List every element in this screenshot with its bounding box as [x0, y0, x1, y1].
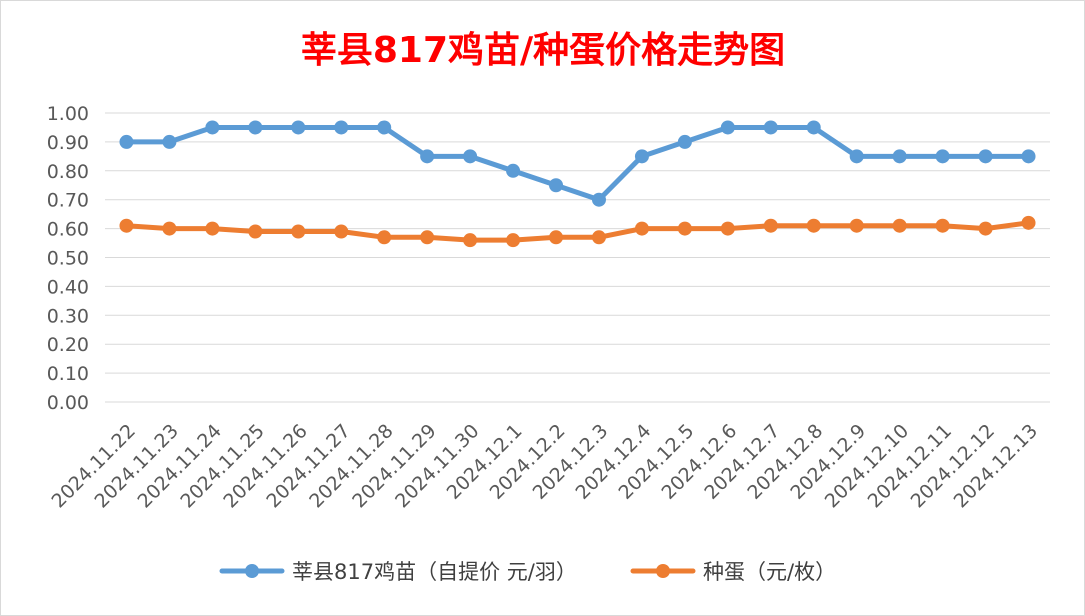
- data-point: [892, 218, 907, 233]
- data-point: [119, 134, 134, 149]
- data-point: [978, 149, 993, 164]
- y-tick-label: 0.90: [47, 132, 89, 154]
- y-tick-label: 0.20: [47, 334, 89, 356]
- data-point: [591, 230, 606, 245]
- data-point: [377, 120, 392, 135]
- legend-item: 莘县817鸡苗（自提价 元/羽）: [219, 560, 577, 584]
- data-point: [205, 120, 220, 135]
- data-point: [334, 120, 349, 135]
- y-tick-label: 0.00: [47, 392, 89, 414]
- data-point: [506, 233, 521, 248]
- data-point: [205, 221, 220, 236]
- y-tick-label: 0.70: [47, 190, 89, 212]
- data-point: [420, 149, 435, 164]
- y-tick-label: 0.40: [47, 276, 89, 298]
- data-point: [291, 120, 306, 135]
- data-point: [720, 120, 735, 135]
- data-point: [763, 218, 778, 233]
- data-point: [549, 178, 564, 193]
- legend-label: 种蛋（元/枚）: [703, 560, 836, 584]
- y-axis: 0.00 0.10 0.20 0.30 0.40 0.50 0.60 0.70 0.80 0.90…: [47, 103, 89, 414]
- data-point: [162, 134, 177, 149]
- legend: 莘县817鸡苗（自提价 元/羽） 种蛋（元/枚）: [219, 560, 836, 584]
- data-point: [591, 192, 606, 207]
- data-point: [935, 218, 950, 233]
- data-point: [978, 221, 993, 236]
- series-1: [119, 120, 1036, 207]
- data-point: [119, 218, 134, 233]
- y-tick-label: 0.80: [47, 161, 89, 183]
- y-tick-label: 1.00: [47, 103, 89, 125]
- data-point: [420, 230, 435, 245]
- data-point: [763, 120, 778, 135]
- data-point: [892, 149, 907, 164]
- data-point: [806, 218, 821, 233]
- series-line: [123, 124, 1032, 203]
- data-point: [634, 221, 649, 236]
- data-point: [463, 233, 478, 248]
- y-tick-label: 0.50: [47, 248, 89, 270]
- grid-lines: [105, 112, 1050, 403]
- series-group: [119, 120, 1036, 248]
- data-point: [849, 149, 864, 164]
- legend-label: 莘县817鸡苗（自提价 元/羽）: [292, 560, 577, 584]
- y-tick-label: 0.60: [47, 219, 89, 241]
- data-point: [506, 163, 521, 178]
- data-point: [849, 218, 864, 233]
- data-point: [677, 221, 692, 236]
- data-point: [248, 120, 263, 135]
- legend-marker: [245, 564, 259, 578]
- y-tick-label: 0.30: [47, 305, 89, 327]
- data-point: [935, 149, 950, 164]
- data-point: [377, 230, 392, 245]
- data-point: [291, 224, 306, 239]
- data-point: [1021, 149, 1036, 164]
- data-point: [463, 149, 478, 164]
- y-tick-label: 0.10: [47, 363, 89, 385]
- series-2: [119, 215, 1036, 248]
- chart-title: 莘县817鸡苗/种蛋价格走势图: [301, 30, 785, 71]
- x-axis: 2024.11.222024.11.232024.11.242024.11.25…: [48, 420, 1043, 512]
- legend-marker: [656, 564, 670, 578]
- data-point: [1021, 215, 1036, 230]
- data-point: [334, 224, 349, 239]
- data-point: [634, 149, 649, 164]
- data-point: [677, 134, 692, 149]
- series-line: [123, 220, 1032, 243]
- data-point: [549, 230, 564, 245]
- data-point: [720, 221, 735, 236]
- data-point: [806, 120, 821, 135]
- legend-item: 种蛋（元/枚）: [630, 560, 836, 584]
- data-point: [248, 224, 263, 239]
- data-point: [162, 221, 177, 236]
